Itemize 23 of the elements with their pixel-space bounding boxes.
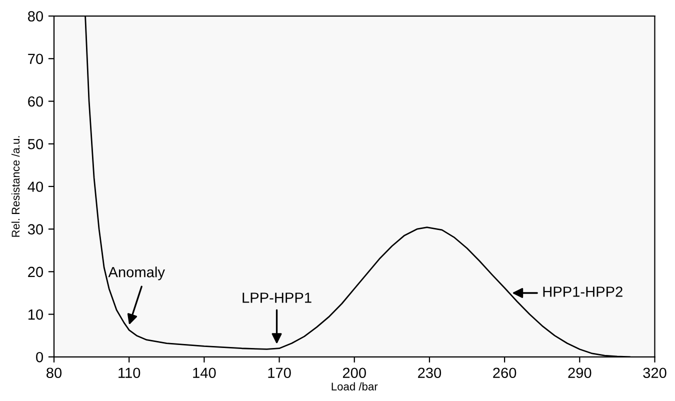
annotation: LPP-HPP1: [242, 292, 312, 303]
x-tick-label: 170: [268, 368, 291, 378]
annotation: Anomaly: [108, 266, 165, 280]
x-axis-title: Load /bar: [332, 382, 378, 390]
x-tick-label: 260: [493, 368, 516, 378]
x-tick-label: 140: [193, 368, 216, 378]
x-tick-label: 80: [46, 368, 62, 378]
y-tick-label: 0: [36, 352, 44, 362]
y-tick-label: 60: [28, 96, 44, 107]
x-tick-label: 290: [568, 368, 592, 378]
y-tick-label: 40: [28, 182, 44, 192]
x-tick-label: 230: [418, 368, 442, 378]
y-tick-label: 10: [28, 309, 44, 320]
x-tick-label: 320: [643, 368, 666, 378]
x-tick-label: 200: [342, 368, 366, 378]
y-tick-label: 30: [28, 224, 44, 234]
y-axis-title: Rel. Resistance /a.u.: [11, 136, 20, 237]
annotation: HPP1-HPP2: [543, 286, 622, 297]
y-tick-label: 70: [28, 54, 44, 64]
x-tick-label: 110: [118, 368, 140, 378]
y-tick-label: 80: [28, 11, 44, 22]
y-tick-label: 50: [28, 138, 44, 150]
y-tick-label: 20: [28, 266, 44, 278]
